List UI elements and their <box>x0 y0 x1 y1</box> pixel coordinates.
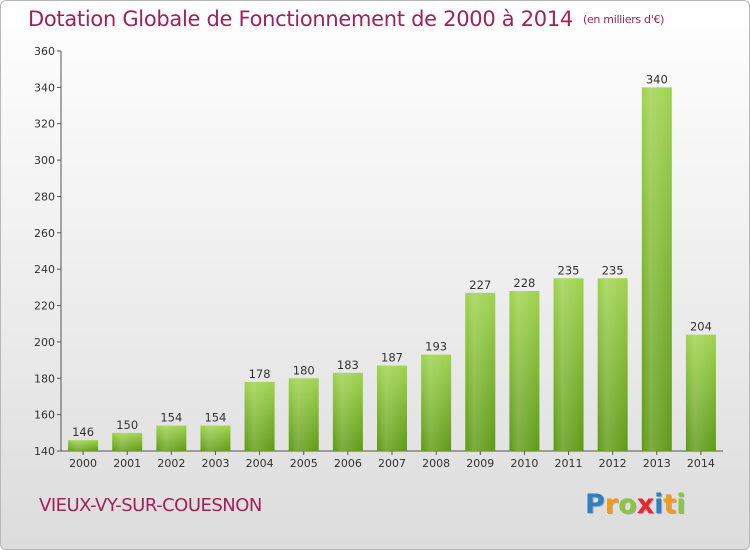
logo-letter: i <box>654 489 664 520</box>
x-tick-label-2007: 2007 <box>378 457 406 470</box>
proxiti-logo: Proxiti <box>585 489 686 520</box>
value-label-2005: 180 <box>293 363 315 377</box>
bar-shine-2008 <box>421 354 452 451</box>
value-label-2000: 146 <box>72 425 94 439</box>
y-tick-label: 200 <box>34 336 55 349</box>
bar-shine-2011 <box>553 278 584 451</box>
x-tick-label-2001: 2001 <box>113 457 141 470</box>
bar-shine-2007 <box>376 365 408 451</box>
value-label-2014: 204 <box>690 320 712 334</box>
bar-shine-2002 <box>156 425 187 451</box>
x-tick-label-2012: 2012 <box>599 457 627 470</box>
logo-letter: t <box>663 489 677 520</box>
x-tick-label-2009: 2009 <box>466 457 494 470</box>
bar-shine-2006 <box>332 372 363 451</box>
bar-shine-2004 <box>244 381 275 451</box>
bar-shine-2001 <box>112 432 143 451</box>
y-tick-label: 220 <box>34 300 55 313</box>
logo-letter: r <box>604 489 619 520</box>
y-tick-label: 360 <box>34 45 55 58</box>
logo-letter: o <box>618 489 637 520</box>
y-tick-label: 240 <box>34 263 55 276</box>
value-label-2008: 193 <box>425 340 447 354</box>
bar-shine-2009 <box>465 292 496 451</box>
y-tick-label: 140 <box>34 445 55 458</box>
y-tick-label: 300 <box>34 154 55 167</box>
axes: 140 160 180 200 220 240 260 280 300 320 340 360 2000… <box>34 45 723 470</box>
chart-title-text: Dotation Globale de Fonctionnement de 20… <box>28 7 573 31</box>
bar-shine-2010 <box>509 291 540 451</box>
bars <box>68 87 716 451</box>
value-label-2004: 178 <box>249 367 271 381</box>
y-tick-label: 180 <box>34 372 55 385</box>
x-tick-label-2006: 2006 <box>334 457 362 470</box>
chart-subtitle: (en milliers d'€) <box>582 13 665 26</box>
x-tick-label-2013: 2013 <box>643 457 671 470</box>
y-tick-label: 340 <box>34 81 55 94</box>
x-tick-label-2002: 2002 <box>157 457 185 470</box>
y-tick-label: 260 <box>34 227 55 240</box>
x-tick-label-2004: 2004 <box>246 457 274 470</box>
value-label-2002: 154 <box>160 411 182 425</box>
x-tick-label-2000: 2000 <box>69 457 97 470</box>
value-label-2006: 183 <box>337 358 359 372</box>
logo-letter: i <box>676 489 686 520</box>
bar-shine-2005 <box>288 378 319 451</box>
x-tick-label-2008: 2008 <box>422 457 450 470</box>
value-label-2012: 235 <box>602 263 624 277</box>
x-tick-label-2014: 2014 <box>687 457 715 470</box>
x-tick-label-2010: 2010 <box>510 457 538 470</box>
value-label-2009: 227 <box>469 278 491 292</box>
value-label-2013: 340 <box>646 72 668 86</box>
bar-shine-2012 <box>597 278 628 451</box>
chart-title: Dotation Globale de Fonctionnement de 20… <box>28 7 664 31</box>
value-label-2003: 154 <box>204 411 226 425</box>
logo-letter: P <box>585 489 605 520</box>
value-label-2010: 228 <box>513 276 535 290</box>
value-labels: 146 150 154 154 178 180 183 187 193 227 228 235 235 3… <box>72 72 712 439</box>
bar-shine-2014 <box>685 334 716 451</box>
value-label-2011: 235 <box>558 263 580 277</box>
bar-shine-2000 <box>68 440 99 451</box>
value-label-2007: 187 <box>381 351 403 365</box>
x-tick-label-2005: 2005 <box>290 457 318 470</box>
value-label-2001: 150 <box>116 418 138 432</box>
logo-letter: x <box>636 489 655 520</box>
y-tick-label: 320 <box>34 118 55 131</box>
commune-name: VIEUX-VY-SUR-COUESNON <box>39 495 262 516</box>
x-tick-label-2011: 2011 <box>555 457 583 470</box>
y-tick-label: 160 <box>34 409 55 422</box>
bar-shine-2003 <box>200 425 231 451</box>
x-tick-label-2003: 2003 <box>201 457 229 470</box>
bar-shine-2013 <box>641 87 672 451</box>
y-tick-label: 280 <box>34 190 55 203</box>
